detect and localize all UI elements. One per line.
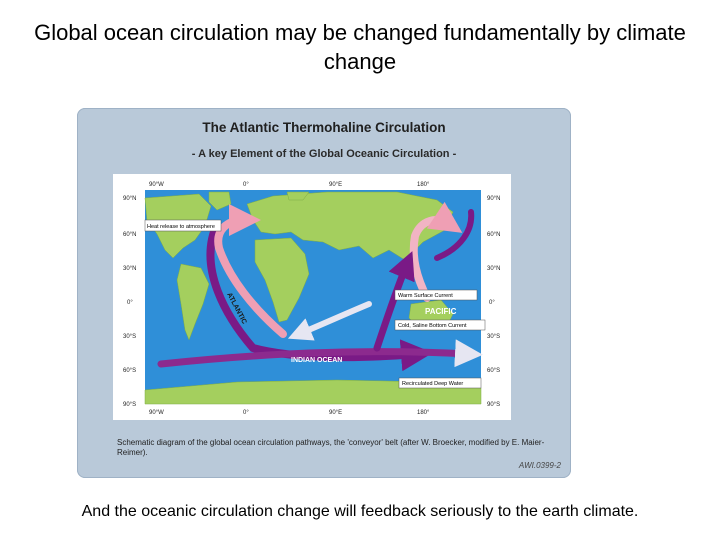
africa: [254, 237, 310, 323]
right-axis-tick: 30°N: [487, 266, 500, 272]
slide-bottom-text: And the oceanic circulation change will …: [81, 503, 639, 520]
warm-current-text: Warm Surface Current: [398, 293, 453, 299]
top-axis-tick: 90°E: [329, 182, 342, 188]
left-axis: 90°N 60°N 30°N 0° 30°S 60°S 90°S: [123, 196, 136, 408]
left-axis-tick: 90°S: [123, 402, 136, 408]
recirculated-text: Recirculated Deep Water: [402, 381, 463, 387]
arctic-islands: [286, 191, 310, 201]
right-axis: 90°N 60°N 30°N 0° 30°S 60°S 90°S: [487, 196, 500, 408]
figure-code: AWI.0399-2: [518, 461, 561, 470]
bottom-axis-tick: 90°E: [329, 410, 342, 416]
right-axis-tick: 0°: [489, 300, 495, 306]
recirculated-legend: Recirculated Deep Water: [398, 377, 482, 389]
cold-deep-current-atlantic: [206, 220, 433, 372]
greenland: [208, 191, 232, 211]
deep-current-indian-return: [373, 251, 415, 352]
left-axis-tick: 0°: [127, 300, 133, 306]
right-axis-tick: 60°S: [487, 368, 500, 374]
left-axis-tick: 60°S: [123, 368, 136, 374]
top-axis: 90°W 0° 90°E 180°: [149, 182, 430, 188]
right-axis-tick: 60°N: [487, 232, 500, 238]
bottom-axis: 90°W 0° 90°E 180°: [149, 410, 430, 416]
top-axis-tick: 90°W: [149, 182, 164, 188]
indian-ocean-label: INDIAN OCEAN: [291, 357, 342, 364]
left-axis-tick: 30°S: [123, 334, 136, 340]
bottom-axis-tick: 0°: [243, 410, 249, 416]
right-axis-tick: 90°S: [487, 402, 500, 408]
right-axis-tick: 30°S: [487, 334, 500, 340]
right-axis-tick: 90°N: [487, 196, 500, 202]
top-axis-tick: 0°: [243, 182, 249, 188]
left-axis-tick: 60°N: [123, 232, 136, 238]
bottom-axis-tick: 90°W: [149, 410, 164, 416]
left-axis-tick: 30°N: [123, 266, 136, 272]
heat-release-text: Heat release to atmosphere: [147, 224, 215, 230]
europe-asia: [246, 191, 454, 261]
top-axis-tick: 180°: [417, 182, 430, 188]
warm-current-indian: [287, 301, 372, 341]
pacific-label: PACIFIC: [425, 307, 457, 316]
conveyor-belts: [157, 201, 483, 372]
cold-deep-current-southern: [157, 339, 483, 368]
circulation-map: 90°W 0° 90°E 180° 90°W 0° 90°E 180° 90°N…: [113, 174, 511, 420]
south-america: [176, 263, 210, 341]
figure-panel: The Atlantic Thermohaline Circulation - …: [77, 108, 571, 478]
figure-caption: Schematic diagram of the global ocean ci…: [117, 438, 545, 457]
warm-surface-current-atlantic: [214, 204, 287, 338]
deep-current-pacific: [434, 209, 475, 261]
warm-current-legend: Warm Surface Current: [394, 289, 478, 301]
heat-release-label: Heat release to atmosphere: [144, 219, 222, 232]
cold-current-text: Cold, Saline Bottom Current: [398, 323, 467, 329]
warm-surface-current-pacific: [409, 201, 463, 302]
cold-current-legend: Cold, Saline Bottom Current: [394, 319, 486, 331]
slide-title: Global ocean circulation may be changed …: [34, 20, 686, 74]
figure-subtitle: - A key Element of the Global Oceanic Ci…: [191, 148, 457, 160]
bottom-axis-tick: 180°: [417, 410, 430, 416]
figure-title: The Atlantic Thermohaline Circulation: [202, 120, 446, 135]
left-axis-tick: 90°N: [123, 196, 136, 202]
